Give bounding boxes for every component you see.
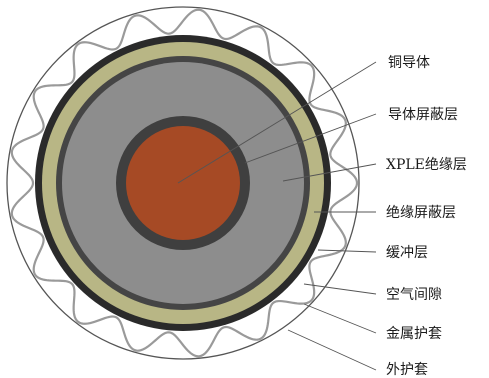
label-outer-sheath: 外护套 bbox=[386, 362, 428, 378]
label-xlpe-insulation: XPLE绝缘层 bbox=[386, 157, 467, 173]
label-insulation-screen: 绝缘屏蔽层 bbox=[386, 205, 456, 221]
leader-line-copper bbox=[177, 61, 377, 184]
label-metal-sheath: 金属护套 bbox=[386, 326, 442, 342]
leader-line-outer-sheath bbox=[287, 329, 377, 371]
leader-line-xlpe bbox=[282, 163, 377, 182]
leader-line-metal-sheath bbox=[303, 303, 377, 334]
copper-conductor bbox=[126, 126, 240, 240]
leader-line-buffer bbox=[317, 249, 377, 253]
label-buffer-layer: 缓冲层 bbox=[386, 245, 428, 261]
corrugated-metal-sheath bbox=[10, 8, 359, 358]
label-conductor-screen: 导体屏蔽层 bbox=[388, 107, 458, 123]
leader-line-air-gap bbox=[303, 283, 377, 295]
label-air-gap: 空气间隙 bbox=[386, 287, 442, 303]
leader-line-conductor-screen bbox=[244, 113, 377, 164]
label-copper-conductor: 铜导体 bbox=[388, 55, 430, 71]
